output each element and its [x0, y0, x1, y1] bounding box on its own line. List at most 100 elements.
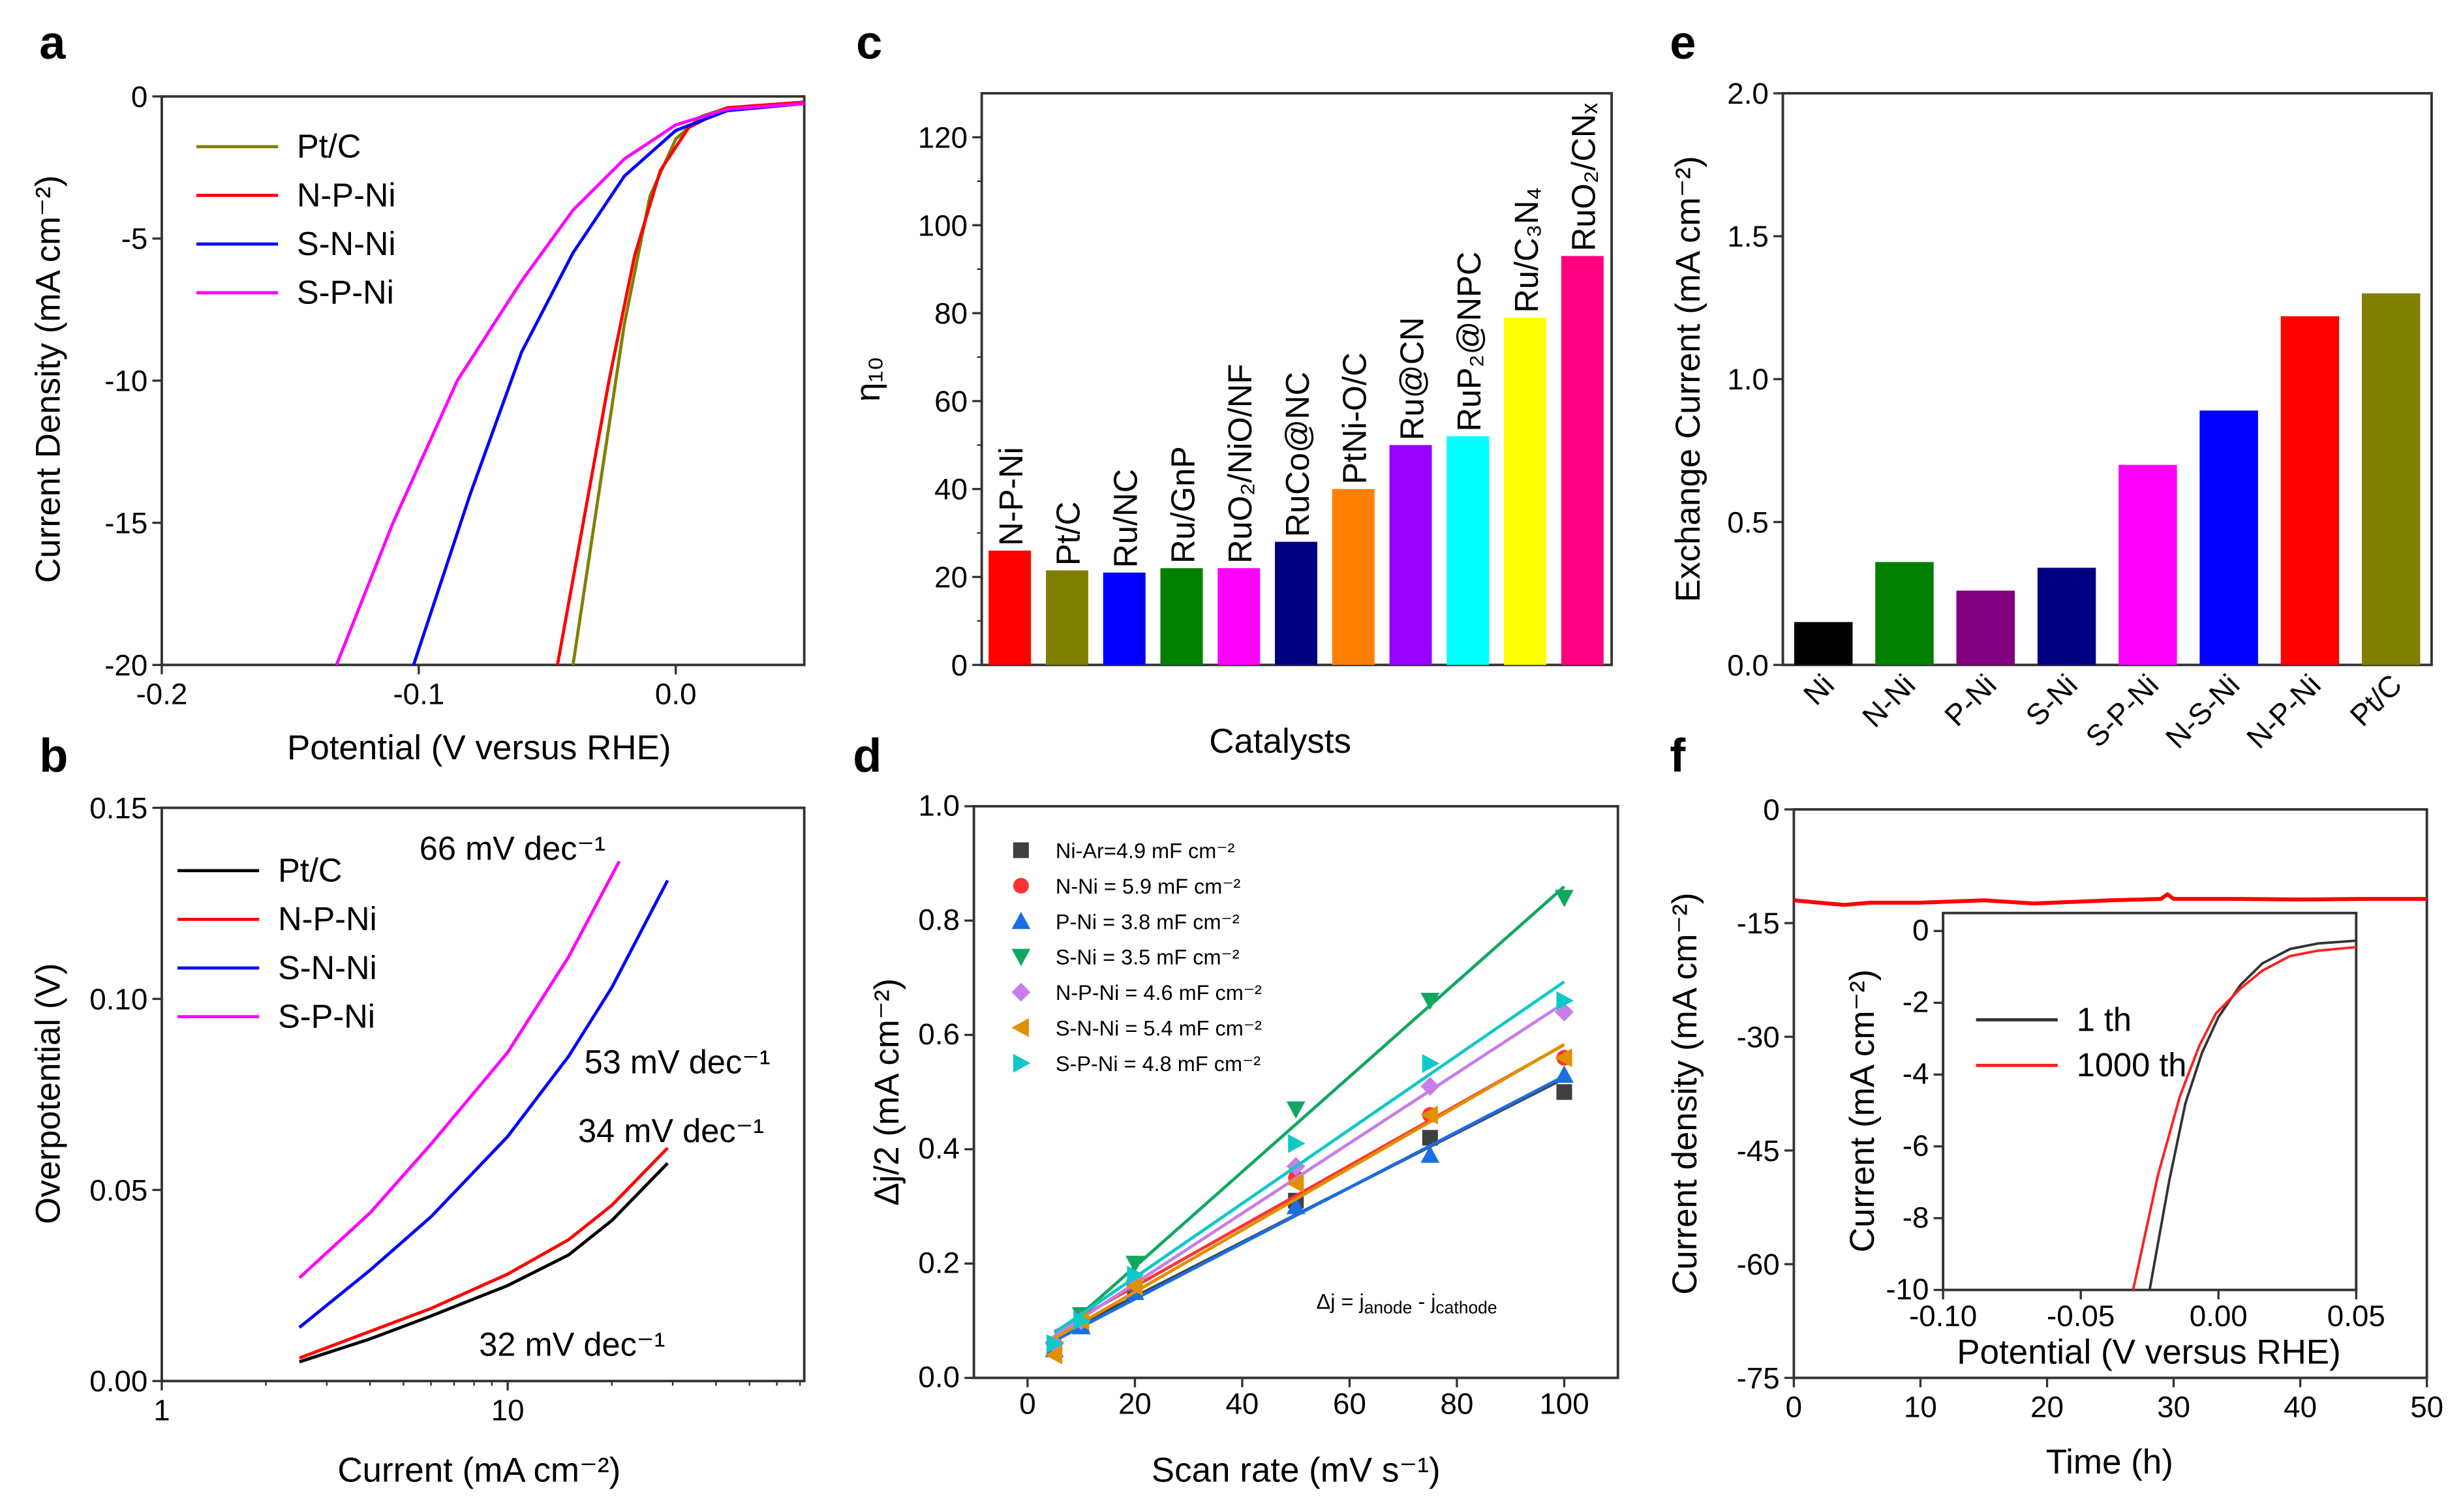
- y-tick-label: 0.10: [89, 982, 147, 1016]
- bar: [1561, 256, 1604, 665]
- subscript: cathode: [1435, 1298, 1497, 1318]
- bar: [2199, 410, 2258, 665]
- marker-triangle-up: [1011, 911, 1031, 930]
- bar-label: RuO₂/NiO/NF: [1221, 364, 1259, 564]
- bar: [988, 551, 1032, 665]
- x-tick-label: 0.00: [2190, 1299, 2248, 1333]
- y-tick-label: -8: [1903, 1201, 1929, 1234]
- x-axis-label: Catalysts: [1209, 722, 1351, 761]
- x-category-label: Ni: [1797, 668, 1841, 712]
- y-tick-label: -6: [1903, 1129, 1929, 1162]
- marker-circle: [1013, 877, 1029, 894]
- bar: [1389, 445, 1432, 665]
- y-tick-label: 0: [1763, 793, 1779, 826]
- y-tick-label: 60: [934, 385, 968, 418]
- panel-c-chart: 0 20 40 60 80 100 120 N-P-Ni Pt/C Ru/NC Ru/GnP RuO₂…: [849, 92, 1614, 761]
- y-tick-label: 0.15: [89, 791, 147, 824]
- x-axis-label: Potential (V versus RHE): [287, 729, 671, 767]
- y-tick-label: 0.0: [918, 1361, 960, 1394]
- subscript: anode: [1364, 1298, 1413, 1318]
- legend-label: S-N-Ni: [297, 225, 396, 262]
- y-tick-label: 1.5: [1727, 220, 1769, 253]
- y-tick-label: -5: [121, 222, 148, 256]
- marker-triangle-right: [1073, 1311, 1091, 1331]
- legend-label: Pt/C: [297, 128, 361, 165]
- panel-d-chart: 0.0 0.2 0.4 0.6 0.8 1.0 0 20 40 60 80 100 Ni-Ar=4.9 …: [868, 789, 1619, 1489]
- x-axis-label: Scan rate (mV s⁻¹): [1152, 1451, 1441, 1489]
- bar-label: RuCo@NC: [1279, 372, 1316, 537]
- y-tick-label: 0.5: [1727, 506, 1769, 539]
- legend-label: N-P-Ni: [297, 176, 396, 213]
- x-tick-label: -0.2: [136, 678, 188, 711]
- marker-triangle-left: [1555, 1048, 1572, 1068]
- slope-annotation: 32 mV dec⁻¹: [479, 1326, 665, 1363]
- panel-letter-d: d: [853, 730, 881, 782]
- marker-triangle-right: [1127, 1265, 1144, 1285]
- text-part: - j: [1412, 1290, 1435, 1313]
- bar: [2037, 567, 2096, 665]
- bar-label: Ru/GnP: [1164, 446, 1201, 564]
- y-tick-label: 100: [918, 209, 968, 242]
- bar-label: Ru@CN: [1393, 317, 1430, 440]
- marker-triangle-left: [1286, 1173, 1304, 1193]
- y-tick-label: 120: [918, 121, 968, 154]
- marker-diamond: [1011, 982, 1031, 1002]
- bar-label: PtNi-O/C: [1336, 352, 1373, 484]
- x-tick-label: 60: [1333, 1387, 1366, 1421]
- bar-label: Ru/C₃N₄: [1508, 187, 1545, 313]
- y-tick-label: 0: [951, 648, 968, 682]
- marker-triangle-left: [1045, 1345, 1063, 1365]
- inset-x-axis-label: Potential (V versus RHE): [1957, 1333, 2341, 1372]
- plot-frame: [1792, 808, 2428, 1380]
- bar: [1956, 590, 2015, 665]
- marker-triangle-right: [1047, 1334, 1064, 1353]
- bar-label: RuP₂@NPC: [1450, 252, 1488, 432]
- x-tick-label: 40: [1226, 1387, 1259, 1421]
- bar: [1875, 562, 1934, 665]
- marker-triangle-right: [1556, 991, 1574, 1010]
- y-tick-label: -60: [1737, 1248, 1780, 1281]
- y-tick-label: 0: [131, 80, 147, 113]
- y-tick-label: 20: [934, 561, 968, 594]
- plot-frame: [1942, 911, 2358, 1292]
- series-line: [556, 100, 804, 665]
- legend-label: S-P-Ni: [297, 274, 394, 311]
- x-tick-label: 50: [2410, 1391, 2443, 1424]
- marker-triangle-up: [1555, 1065, 1574, 1083]
- series-line: [298, 879, 669, 1329]
- panel-letter-c: c: [856, 17, 882, 69]
- series-line: [299, 1162, 669, 1364]
- x-tick-label: 1: [153, 1393, 170, 1427]
- panel-a-chart: 0 -5 -10 -15 -20-0.2 -0.1 0.0 Pt/C N-P-Ni S-N-Ni S…: [29, 80, 806, 767]
- bar: [1794, 622, 1853, 665]
- y-tick-label: -75: [1737, 1361, 1780, 1395]
- x-tick-label: -0.10: [1909, 1299, 1977, 1333]
- x-tick-label: 100: [1539, 1387, 1589, 1421]
- y-tick-label: -30: [1737, 1020, 1780, 1053]
- panel-letter-a: a: [39, 17, 66, 69]
- x-tick-label: 10: [1904, 1391, 1937, 1424]
- slope-annotation: 53 mV dec⁻¹: [585, 1043, 771, 1080]
- inset-y-axis-label: Current (mA cm⁻²): [1843, 969, 1882, 1252]
- marker-triangle-up: [1420, 1145, 1440, 1163]
- marker-triangle-down: [1286, 1101, 1306, 1119]
- legend-label: N-P-Ni: [278, 900, 377, 937]
- y-tick-label: -10: [104, 365, 147, 398]
- y-tick-label: -45: [1737, 1134, 1780, 1168]
- y-tick-label: 0.4: [918, 1132, 960, 1165]
- plot-frame: [972, 805, 1619, 1380]
- marker-triangle-down: [1420, 992, 1440, 1010]
- fit-line: [1053, 1043, 1565, 1340]
- marker-triangle-down: [1555, 890, 1574, 907]
- legend-label: S-P-Ni = 4.8 mF cm⁻²: [1056, 1052, 1261, 1076]
- panel-f-chart: 0-15-30-45-60-750 10 20 30 40 500-2-4-6-8-10-…: [1666, 793, 2443, 1481]
- y-tick-label: 0.00: [89, 1365, 147, 1398]
- panel-letter-b: b: [39, 730, 68, 782]
- bar: [1275, 541, 1318, 665]
- marker-triangle-right: [1288, 1134, 1306, 1153]
- y-tick-label: -10: [1886, 1273, 1929, 1306]
- x-tick-label: 20: [1118, 1387, 1152, 1421]
- bar: [1217, 568, 1261, 665]
- panel-e-chart: 0.0 0.5 1.0 1.5 2.0 Ni N-Ni P-Ni S-NiS-P-NiN-S-N…: [1669, 77, 2433, 755]
- y-tick-label: -15: [1737, 907, 1780, 940]
